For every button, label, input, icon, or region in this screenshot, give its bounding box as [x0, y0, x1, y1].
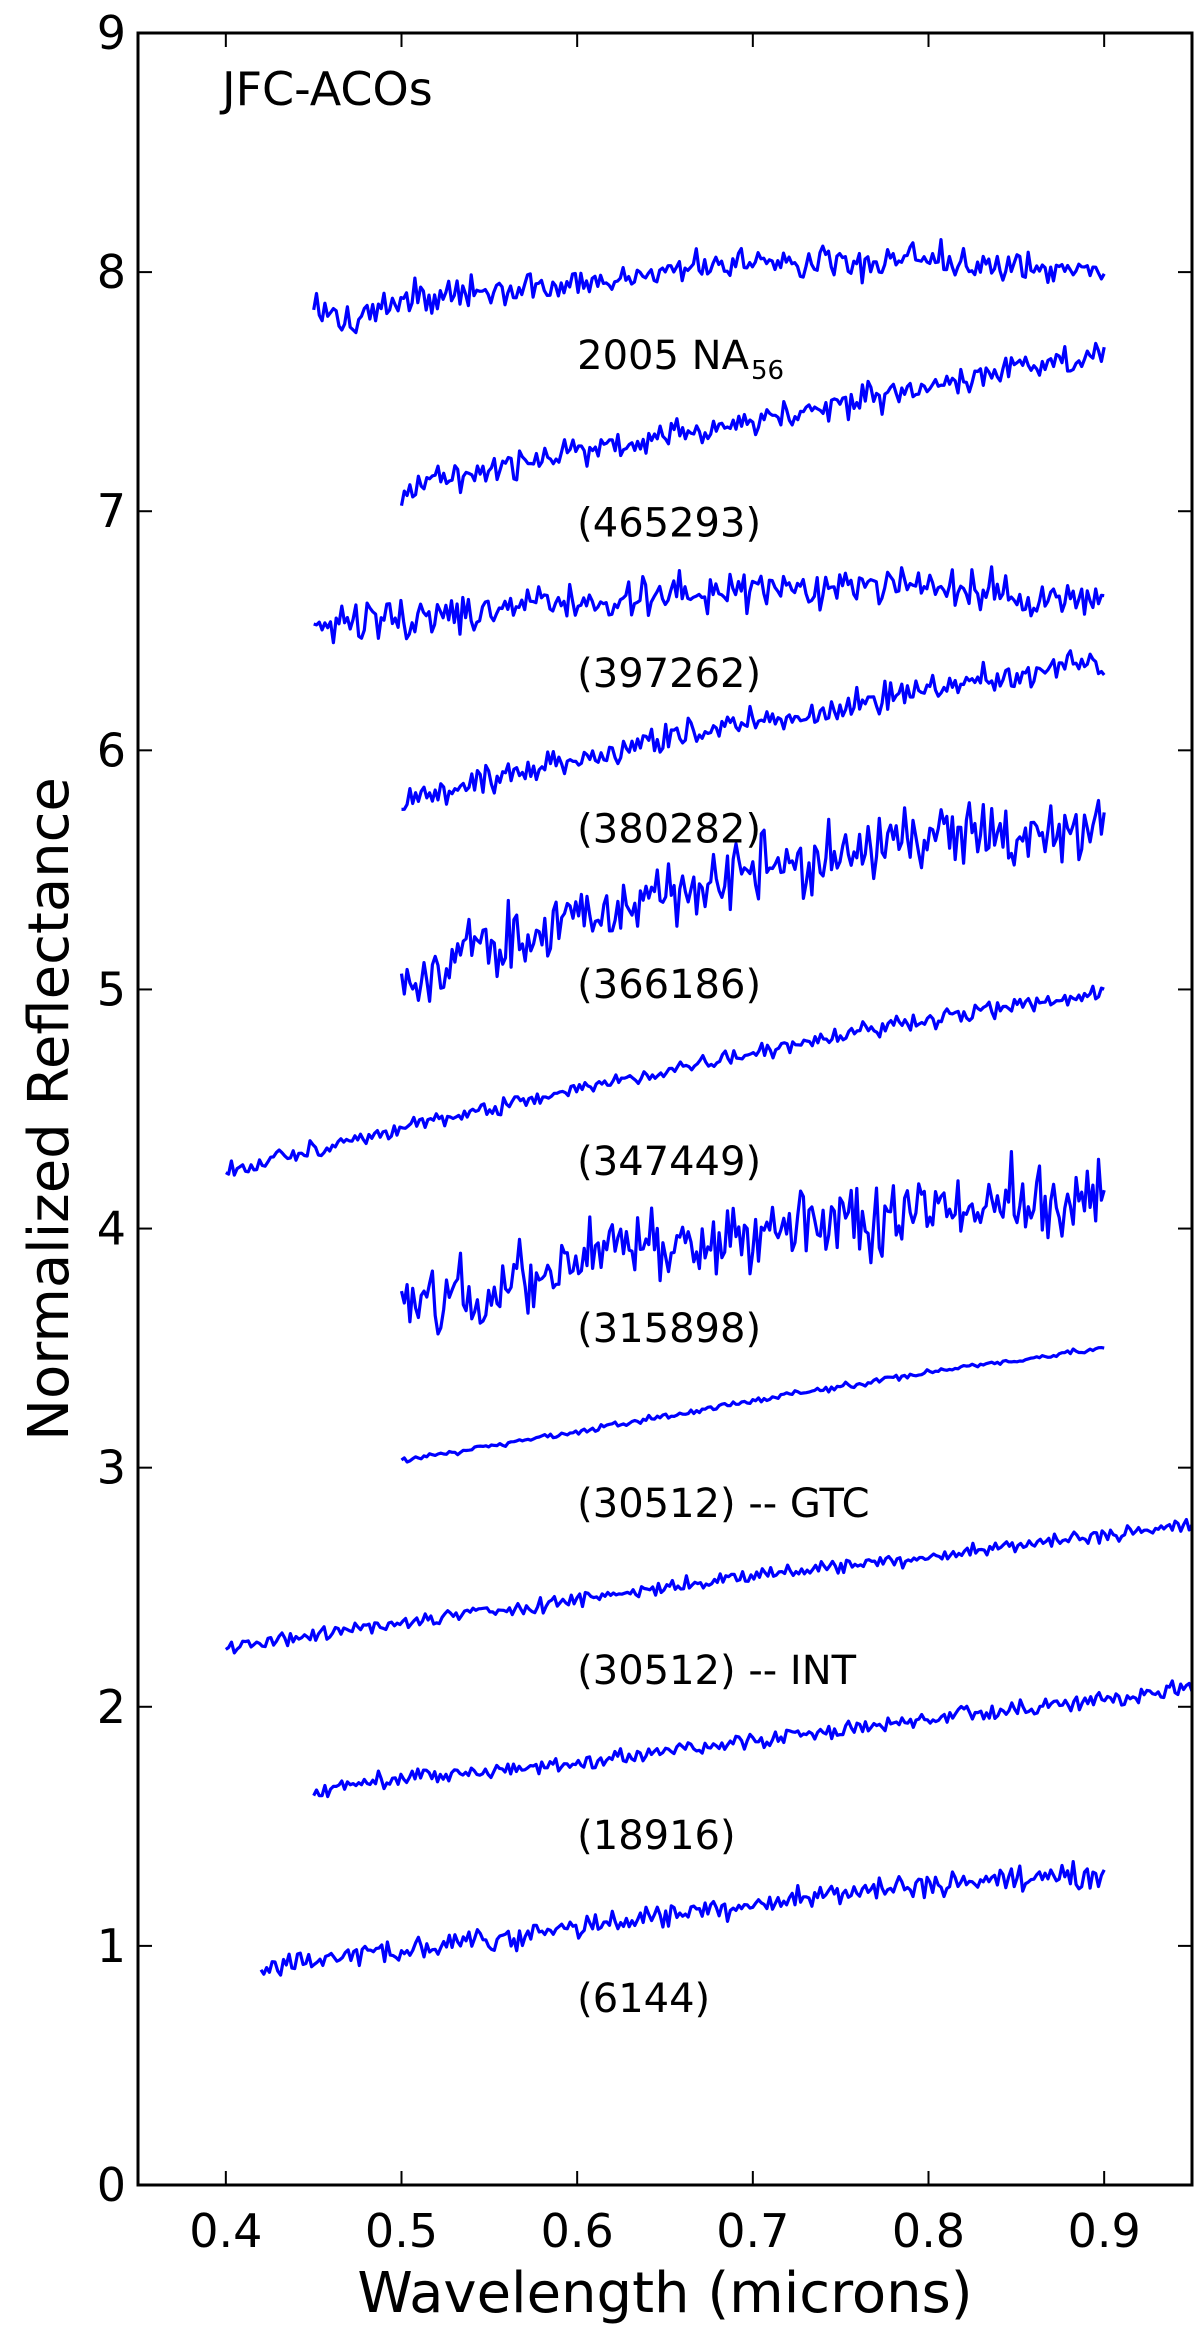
spectrum-label: (6144): [577, 1976, 710, 2022]
x-tick-label: 0.6: [541, 2204, 614, 2258]
spectrum-line: [399, 798, 1106, 1003]
plot-frame: [136, 31, 1194, 2187]
y-tick-label: 8: [97, 245, 126, 299]
x-tick-label: 0.7: [716, 2204, 789, 2258]
y-tick-label: 2: [97, 1680, 126, 1734]
spectrum-line: [259, 1859, 1106, 1977]
x-tick-label: 0.8: [892, 2204, 965, 2258]
y-tick-label: 3: [97, 1441, 126, 1495]
series-labels: 2005 NA56 (465293) (397262) (380282) (366186…: [577, 333, 869, 2022]
spectrum-label-subscript: 56: [751, 356, 784, 386]
spectrum-label: (30512) -- INT: [577, 1648, 856, 1694]
spectrum-line: [312, 238, 1106, 335]
spectrum-label: (347449): [577, 1139, 761, 1185]
y-tick-label: 0: [97, 2158, 126, 2212]
spectrum-label: (30512) -- GTC: [577, 1481, 869, 1527]
spectrum-label: (366186): [577, 962, 761, 1008]
spectrum-line: [312, 1679, 1194, 1799]
chart-title: JFC-ACOs: [219, 62, 433, 116]
y-tick-label: 6: [97, 723, 126, 777]
y-tick-label: 5: [97, 962, 126, 1016]
x-axis-title: Wavelength (microns): [357, 2261, 972, 2326]
spectra-group: [224, 238, 1194, 1977]
spectrum-line: [399, 1149, 1106, 1336]
y-tick-label: 9: [97, 6, 126, 60]
spectrum-line: [224, 1517, 1194, 1655]
y-axis-title: Normalized Reflectance: [17, 777, 82, 1441]
y-tick-label: 4: [97, 1202, 126, 1256]
x-tick-label: 0.4: [189, 2204, 262, 2258]
y-tick-label: 1: [97, 1919, 126, 1973]
x-tick-label: 0.9: [1068, 2204, 1141, 2258]
spectrum-line: [401, 649, 1106, 811]
spectrum-label: (315898): [577, 1306, 761, 1352]
spectrum-line: [225, 984, 1105, 1177]
y-tick-label: 7: [97, 484, 126, 538]
spectrum-label: (465293): [577, 500, 761, 546]
spectrum-label: (380282): [577, 807, 761, 853]
spectrum-line: [400, 1345, 1105, 1464]
spectrum-label: (18916): [577, 1813, 735, 1859]
spectrum-line: [399, 341, 1106, 507]
x-tick-label: 0.5: [365, 2204, 438, 2258]
spectrum-label: 2005 NA56: [577, 333, 784, 386]
spectrum-line: [313, 565, 1105, 645]
spectrum-label: (397262): [577, 651, 761, 697]
